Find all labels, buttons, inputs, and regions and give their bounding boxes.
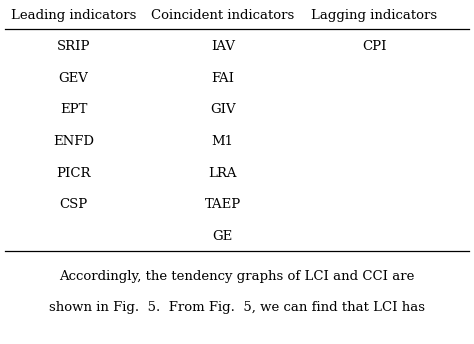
Text: GE: GE [213, 230, 233, 243]
Text: IAV: IAV [211, 40, 235, 53]
Text: GIV: GIV [210, 103, 236, 116]
Text: SRIP: SRIP [57, 40, 90, 53]
Text: TAEP: TAEP [205, 198, 241, 211]
Text: ENFD: ENFD [53, 135, 94, 148]
Text: GEV: GEV [58, 72, 89, 85]
Text: CPI: CPI [362, 40, 387, 53]
Text: CSP: CSP [59, 198, 88, 211]
Text: M1: M1 [212, 135, 234, 148]
Text: EPT: EPT [60, 103, 87, 116]
Text: FAI: FAI [211, 72, 234, 85]
Text: shown in Fig.  5.  From Fig.  5, we can find that LCI has: shown in Fig. 5. From Fig. 5, we can fin… [49, 301, 425, 314]
Text: Accordingly, the tendency graphs of LCI and CCI are: Accordingly, the tendency graphs of LCI … [59, 270, 415, 283]
Text: PICR: PICR [56, 166, 91, 180]
Text: LRA: LRA [209, 166, 237, 180]
Text: Coincident indicators: Coincident indicators [151, 9, 294, 22]
Text: Leading indicators: Leading indicators [11, 9, 136, 22]
Text: Lagging indicators: Lagging indicators [311, 9, 438, 22]
